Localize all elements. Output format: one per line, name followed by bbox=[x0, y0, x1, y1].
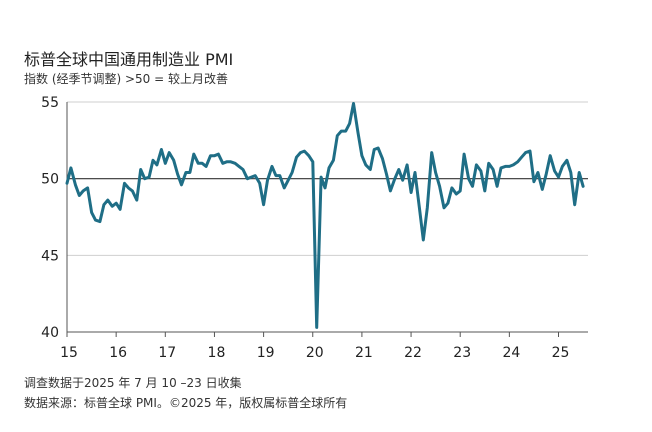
x-tick-label-24: 24 bbox=[502, 345, 520, 361]
series-layer bbox=[65, 102, 585, 329]
tick-label-layer: 40 45 50 55 15 16 17 18 19 20 21 22 23 24 25 bbox=[41, 95, 569, 361]
series-line-1 bbox=[65, 102, 585, 329]
x-tick-label-22: 22 bbox=[404, 345, 422, 361]
x-tick-label-23: 23 bbox=[453, 345, 471, 361]
x-tick-label-17: 17 bbox=[158, 345, 176, 361]
chart-title: 标普全球中国通用制造业 PMI bbox=[24, 50, 234, 69]
y-tick-label-45: 45 bbox=[41, 248, 59, 264]
x-tick-label-19: 19 bbox=[257, 345, 275, 361]
y-tick-label-55: 55 bbox=[41, 95, 59, 111]
axis-layer bbox=[66, 102, 588, 337]
chart-subtitle: 指数 (经季节调整) >50 = 较上月改善 bbox=[24, 72, 229, 86]
x-tick-label-18: 18 bbox=[208, 345, 226, 361]
x-tick-label-21: 21 bbox=[355, 345, 373, 361]
source-note: 数据来源：标普全球 PMI。©2025 年，版权属标普全球所有 bbox=[24, 396, 348, 410]
y-tick-label-40: 40 bbox=[41, 325, 59, 341]
x-tick-label-20: 20 bbox=[306, 345, 324, 361]
x-tick-label-25: 25 bbox=[552, 345, 570, 361]
survey-date-note: 调查数据于2025 年 7 月 10 –23 日收集 bbox=[24, 376, 242, 390]
x-tick-label-15: 15 bbox=[60, 345, 78, 361]
y-tick-label-50: 50 bbox=[41, 172, 59, 188]
grid-layer bbox=[67, 101, 588, 333]
x-tick-label-16: 16 bbox=[109, 345, 127, 361]
